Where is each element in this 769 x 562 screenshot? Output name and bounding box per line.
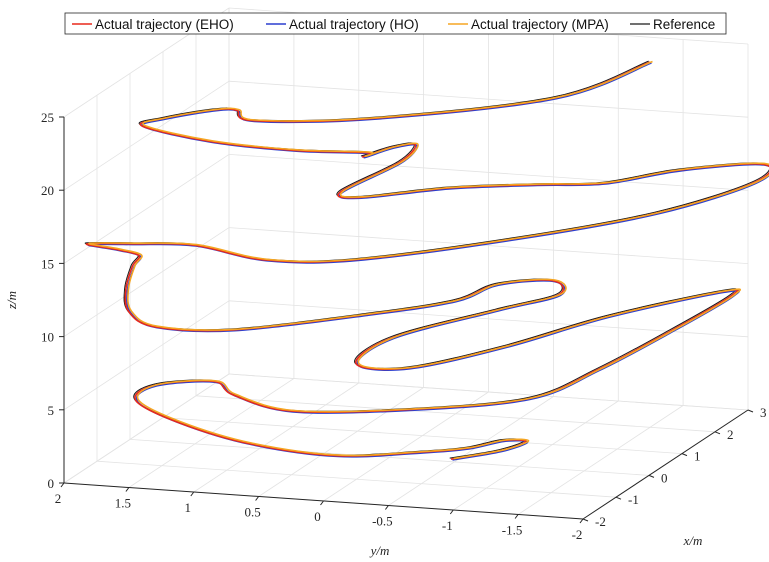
x-tick-mark xyxy=(582,518,589,522)
legend-item-reference: Reference xyxy=(630,17,715,32)
grid-line xyxy=(228,227,749,264)
legend-item-mpa: Actual trajectory (MPA) xyxy=(448,17,609,32)
x-tick-label: 1 xyxy=(694,449,701,464)
grid-line xyxy=(228,300,749,338)
grid-line xyxy=(228,80,749,118)
y-tick-label: -2 xyxy=(572,527,583,542)
grid-line xyxy=(228,154,749,191)
grid-line xyxy=(63,80,230,191)
grid-line xyxy=(323,391,489,502)
series-layer xyxy=(84,60,769,461)
legend-item-eho: Actual trajectory (EHO) xyxy=(72,17,234,32)
x-tick-label: -1 xyxy=(628,492,639,507)
z-tick-label: 10 xyxy=(41,330,54,345)
x-tick-label: 0 xyxy=(661,470,668,485)
z-tick-label: 5 xyxy=(48,403,55,418)
grid-line xyxy=(193,382,360,493)
y-tick-mark xyxy=(190,491,195,497)
x-tick-mark xyxy=(681,453,688,457)
grid-line xyxy=(228,373,749,411)
x-tick-label: -2 xyxy=(595,514,606,529)
x-tick-mark xyxy=(747,409,754,413)
x-axis-label: x/m xyxy=(683,533,703,548)
grid-line xyxy=(63,300,230,411)
y-tick-label: -1.5 xyxy=(502,523,523,538)
y-tick-label: -0.5 xyxy=(372,514,393,529)
legend-box xyxy=(64,12,727,35)
grid-line xyxy=(388,396,554,506)
y-tick-mark xyxy=(60,482,65,488)
grid-line xyxy=(258,387,424,497)
y-tick-mark xyxy=(384,505,389,510)
legend-label-eho: Actual trajectory (EHO) xyxy=(95,17,234,32)
y-tick-label: 2 xyxy=(55,491,62,506)
y-tick-label: -1 xyxy=(442,518,453,533)
grid-line xyxy=(63,373,230,484)
y-tick-mark xyxy=(125,487,130,492)
z-tick-label: 25 xyxy=(41,110,54,125)
grid-line xyxy=(453,400,619,511)
series-ho-line xyxy=(87,62,769,461)
y-tick-mark xyxy=(255,496,260,501)
x-tick-mark xyxy=(714,431,721,435)
series-eho-line xyxy=(85,61,769,460)
y-tick-label: 0 xyxy=(314,509,321,524)
x-tick-label: 3 xyxy=(760,405,767,420)
x-tick-label: 2 xyxy=(727,427,734,442)
y-tick-mark xyxy=(514,514,519,519)
y-axis-label: y/m xyxy=(369,543,390,558)
y-tick-mark xyxy=(449,509,454,515)
y-tick-mark xyxy=(579,518,584,524)
legend-label-reference: Reference xyxy=(653,17,715,32)
z-axis-label: z/m xyxy=(4,291,19,310)
z-tick-label: 15 xyxy=(41,256,54,271)
tick-labels: 2 1.5 1 0.5 0 -0.5 -1 -1.5 -2 -2 -1 0 1 2 3 0 5 10 15 20 25 xyxy=(41,110,767,542)
legend-label-mpa: Actual trajectory (MPA) xyxy=(471,17,609,32)
z-tick-label: 0 xyxy=(48,476,55,491)
y-tick-label: 0.5 xyxy=(244,505,260,520)
z-tick-label: 20 xyxy=(41,183,54,198)
x-axis-line xyxy=(582,409,749,520)
legend-item-ho: Actual trajectory (HO) xyxy=(266,17,419,32)
grid-layer xyxy=(63,7,749,520)
legend: Actual trajectory (EHO) Actual trajector… xyxy=(64,12,727,35)
x-tick-mark xyxy=(648,474,655,478)
legend-label-ho: Actual trajectory (HO) xyxy=(289,17,419,32)
axes-layer xyxy=(59,116,754,524)
series-mpa-line xyxy=(88,60,769,460)
grid-line xyxy=(517,405,684,515)
y-tick-mark xyxy=(320,500,324,506)
x-tick-mark xyxy=(615,496,622,500)
y-tick-label: 1 xyxy=(185,500,192,515)
y-tick-label: 1.5 xyxy=(115,496,131,511)
series-reference-line xyxy=(84,60,769,459)
